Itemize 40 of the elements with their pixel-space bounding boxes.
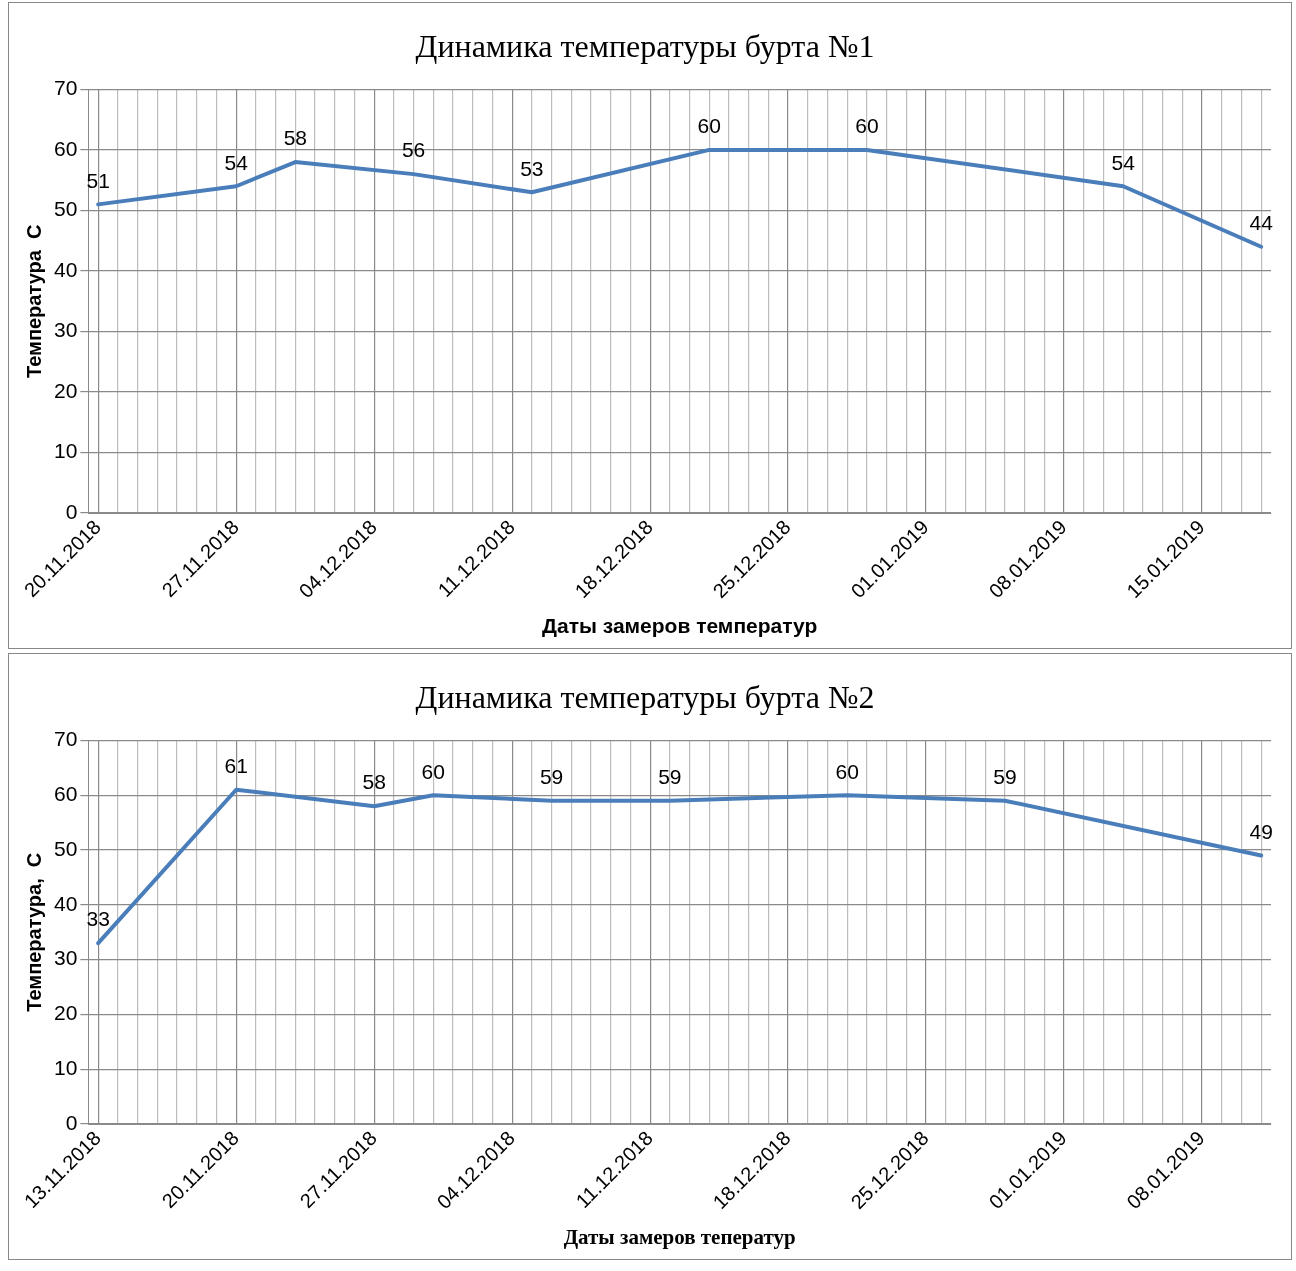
y-tick-label: 60 xyxy=(54,782,78,805)
data-label: 51 xyxy=(86,168,110,192)
chart-title: Динамика температуры бурта №1 xyxy=(415,27,875,64)
y-tick-label: 40 xyxy=(54,891,78,915)
data-label: 60 xyxy=(855,114,879,138)
data-label: 54 xyxy=(1111,150,1136,174)
y-axis-title: Температура, С xyxy=(22,852,45,1012)
data-label: 53 xyxy=(520,156,544,180)
x-axis-title: Даты замеров температур xyxy=(542,614,818,638)
y-tick-label: 10 xyxy=(54,439,78,463)
y-tick-label: 50 xyxy=(54,197,78,221)
y-tick-label: 50 xyxy=(54,836,78,860)
data-label: 44 xyxy=(1249,211,1274,235)
y-axis-title: Температура С xyxy=(22,224,45,378)
chart-title: Динамика температуры бурта №2 xyxy=(415,678,875,715)
data-label: 60 xyxy=(421,759,445,783)
y-tick-label: 20 xyxy=(54,378,78,402)
data-label: 61 xyxy=(224,754,248,778)
y-tick-label: 60 xyxy=(54,136,78,160)
y-tick-label: 70 xyxy=(54,76,78,100)
data-label: 58 xyxy=(283,126,307,150)
data-label: 54 xyxy=(224,150,249,174)
y-tick-label: 30 xyxy=(54,946,78,970)
y-tick-label: 0 xyxy=(65,499,78,523)
data-label: 59 xyxy=(993,764,1017,788)
y-tick-label: 70 xyxy=(54,727,78,751)
data-label: 56 xyxy=(401,138,426,162)
y-tick-label: 0 xyxy=(65,1110,78,1134)
y-tick-label: 20 xyxy=(54,1001,78,1025)
data-label: 58 xyxy=(362,770,386,794)
y-tick-label: 30 xyxy=(54,318,78,342)
data-label: 59 xyxy=(539,764,564,788)
data-label: 60 xyxy=(697,114,721,138)
y-tick-label: 10 xyxy=(54,1056,78,1080)
data-label: 49 xyxy=(1249,819,1273,843)
data-label: 59 xyxy=(658,764,682,788)
y-tick-label: 40 xyxy=(54,257,78,281)
x-axis-title: Даты замеров теператур xyxy=(563,1224,796,1249)
data-label: 33 xyxy=(86,907,110,931)
data-label: 60 xyxy=(835,759,859,783)
